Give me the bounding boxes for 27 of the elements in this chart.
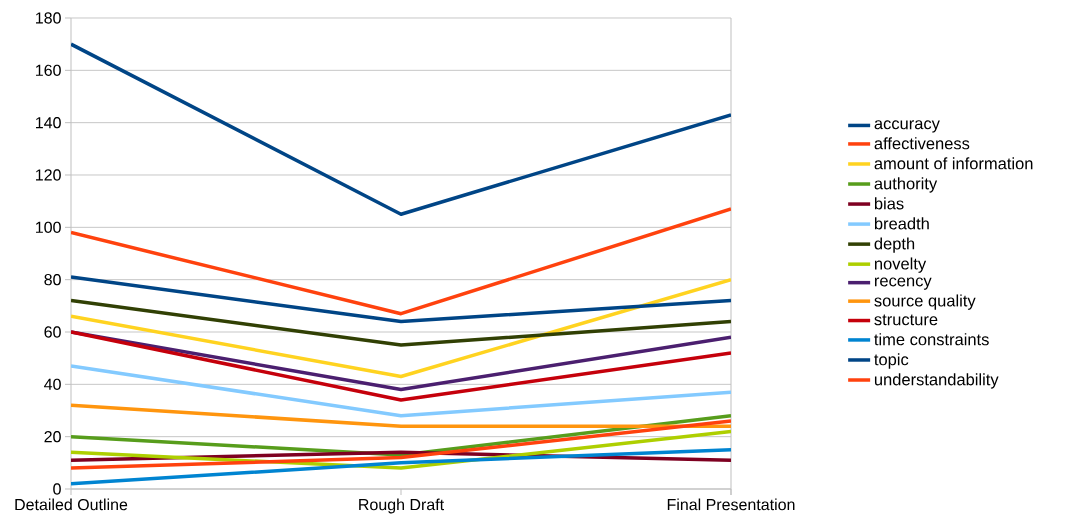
y-tick-label: 120	[36, 169, 61, 181]
y-tick-label: 180	[36, 12, 61, 24]
legend-label: structure	[874, 314, 938, 326]
x-tick-label: Detailed Outline	[15, 498, 128, 511]
legend-label: authority	[874, 177, 938, 193]
legend-label: source quality	[874, 294, 976, 310]
y-tick-label: 60	[44, 326, 61, 338]
y-tick-label: 0	[53, 483, 61, 495]
x-tick-label: Final Presentation	[667, 498, 795, 511]
legend-label: accuracy	[874, 120, 940, 133]
y-tick-label: 20	[44, 431, 61, 443]
y-tick-label: 140	[36, 117, 61, 129]
legend-label: understandability	[874, 373, 999, 389]
y-tick-label: 100	[36, 221, 61, 233]
y-tick-label: 80	[44, 274, 61, 286]
legend-label: topic	[874, 353, 909, 369]
legend-label: depth	[874, 237, 915, 253]
x-tick-label: Rough Draft	[359, 498, 444, 514]
legend-label: amount of information	[874, 157, 1033, 170]
legend-label: breadth	[874, 217, 929, 230]
y-tick-label: 160	[36, 64, 61, 76]
legend-label: time constraints	[874, 333, 989, 346]
legend-label: affectiveness	[874, 137, 970, 150]
y-tick-label: 40	[44, 378, 61, 390]
legend-label: novelty	[874, 257, 927, 273]
legend-label: recency	[874, 277, 932, 290]
legend-label: bias	[874, 197, 904, 210]
